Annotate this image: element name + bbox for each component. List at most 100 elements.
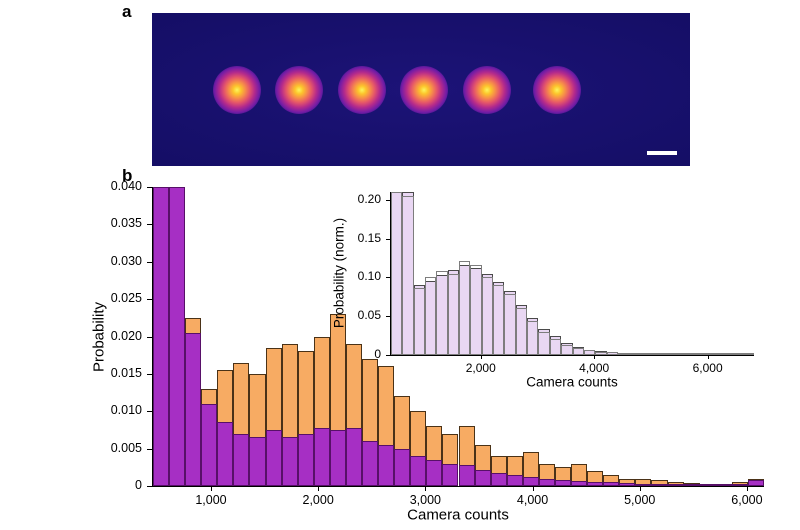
outline-step-histogram-bar [674, 353, 686, 355]
atom-fluorescence-spot [338, 66, 386, 114]
x-tick-label: 4,000 [516, 493, 549, 507]
outline-step-histogram-bar [493, 285, 505, 355]
purple-histogram-bar [635, 483, 652, 486]
outline-step-histogram-bar [640, 353, 652, 355]
x-tick-mark [594, 355, 596, 359]
y-tick-mark [147, 187, 152, 188]
y-tick-label: 0.040 [110, 179, 142, 193]
main-y-axis-label: Probability [90, 301, 108, 373]
y-tick-mark [147, 448, 152, 450]
y-tick-mark [386, 355, 390, 356]
y-tick-label: 0.05 [357, 308, 381, 323]
y-tick-label: 0.035 [110, 216, 142, 231]
y-tick-mark [147, 299, 152, 301]
outline-step-histogram-bar [583, 350, 596, 355]
outline-step-histogram-bar [697, 353, 709, 355]
y-tick-mark [147, 336, 152, 338]
y-tick-mark [147, 261, 152, 263]
purple-histogram-bar [169, 187, 186, 486]
y-tick-label: 0.005 [110, 440, 142, 455]
purple-histogram-bar [442, 463, 459, 486]
outline-step-histogram-bar [719, 353, 732, 355]
panel-a-label: a [122, 2, 132, 21]
purple-histogram-bar [474, 469, 491, 486]
purple-histogram-bar [297, 433, 314, 486]
outline-step-histogram-bar [651, 353, 664, 355]
x-tick-label: 3,000 [409, 493, 441, 507]
x-tick-mark [210, 486, 212, 491]
purple-histogram-bar [458, 465, 475, 486]
purple-histogram-bar [265, 429, 282, 486]
scale-bar [647, 151, 677, 155]
purple-histogram-bar [554, 480, 572, 486]
outline-step-histogram-bar [561, 344, 573, 355]
outline-step-histogram-bar [606, 352, 618, 355]
purple-histogram-bar [651, 483, 668, 486]
outline-step-histogram-bar [413, 288, 426, 355]
y-tick-label: 0.025 [110, 291, 142, 306]
x-tick-label: 2,000 [302, 493, 334, 507]
y-tick-label: 0 [374, 347, 381, 361]
x-tick-mark [425, 486, 427, 491]
purple-histogram-bar [410, 456, 427, 486]
purple-histogram-bar [490, 472, 507, 486]
y-tick-label: 0.020 [110, 328, 142, 343]
x-tick-mark [746, 486, 748, 491]
purple-histogram-bar [506, 474, 523, 486]
y-tick-label: 0.10 [357, 269, 381, 284]
purple-histogram-bar [362, 441, 379, 486]
main-histogram-chart: 1,000 2,000 3,000 4,000 5,000 6,000 0 0.005 0.01… [111, 179, 764, 507]
y-tick-mark [386, 199, 390, 201]
purple-histogram-bar [426, 459, 443, 486]
outline-step-histogram-bar [742, 353, 754, 355]
fluorescence-image [152, 13, 690, 166]
purple-histogram-bar [345, 427, 363, 486]
purple-histogram-bar [538, 478, 555, 486]
atom-fluorescence-spot [400, 66, 448, 114]
y-tick-label: 0 [135, 478, 142, 492]
x-tick-label: 6,000 [692, 361, 723, 375]
purple-histogram-bar [571, 480, 588, 486]
purple-histogram-bar [233, 433, 250, 486]
purple-histogram-bar [522, 477, 539, 486]
y-tick-mark [147, 224, 152, 226]
purple-histogram-bar [619, 483, 636, 486]
purple-histogram-bar [731, 483, 748, 486]
outline-step-histogram-bar [617, 352, 630, 355]
x-tick-mark [707, 355, 709, 359]
purple-histogram-bar [603, 482, 620, 486]
outline-step-histogram-bar [447, 273, 460, 355]
outline-step-histogram-bar [515, 308, 528, 355]
inset-histogram-chart: 2,000 4,000 6,000 0 0.05 0.10 0.15 0.20 [358, 192, 754, 375]
purple-histogram-bar [378, 444, 395, 486]
y-tick-label: 0.15 [357, 230, 381, 245]
outline-step-histogram-bar [459, 261, 471, 355]
atom-fluorescence-spot [463, 66, 511, 114]
purple-histogram-bar [153, 187, 170, 486]
outline-step-histogram-bar [391, 192, 403, 355]
y-tick-mark [386, 316, 390, 318]
y-tick-mark [386, 238, 390, 240]
inset-plot-area [390, 192, 754, 356]
panel-b-label: b [122, 166, 133, 185]
inset-y-axis-label: Probability (norm.) [331, 217, 347, 329]
x-tick-label: 1,000 [195, 493, 227, 507]
outline-step-histogram-bar [527, 320, 539, 355]
outline-step-histogram-bar [685, 353, 698, 355]
outline-step-histogram-bar [595, 351, 607, 355]
purple-histogram-bar [394, 448, 411, 486]
y-tick-label: 0.030 [110, 253, 142, 268]
purple-histogram-bar [249, 437, 266, 486]
purple-histogram-bar [329, 429, 346, 486]
outline-step-histogram-bar [436, 271, 448, 355]
outline-step-histogram-bar [708, 353, 720, 355]
x-tick-mark [480, 355, 482, 359]
purple-histogram-bar [747, 480, 764, 486]
x-tick-label: 4,000 [579, 361, 610, 375]
outline-step-histogram-bar [549, 338, 562, 355]
purple-histogram-bar [313, 427, 330, 486]
purple-histogram-bar [281, 437, 298, 486]
atom-fluorescence-spot [533, 66, 581, 114]
purple-histogram-bar [683, 484, 700, 486]
